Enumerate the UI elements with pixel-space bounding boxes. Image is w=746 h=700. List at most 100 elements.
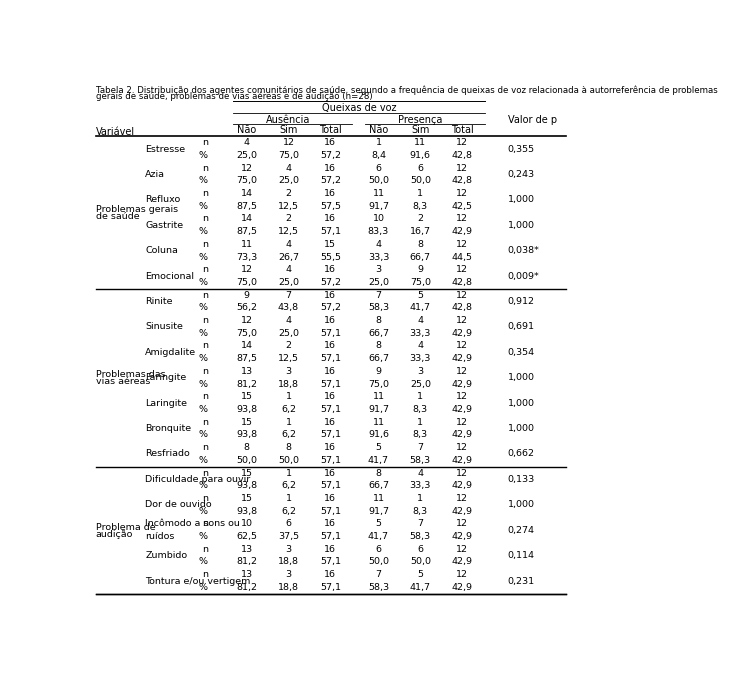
Text: 93,8: 93,8 (236, 481, 257, 490)
Text: n: n (202, 494, 208, 503)
Text: 16: 16 (325, 290, 336, 300)
Text: 6: 6 (286, 519, 292, 528)
Text: 12: 12 (456, 468, 468, 477)
Text: 18,8: 18,8 (278, 379, 299, 389)
Text: 41,7: 41,7 (368, 456, 389, 465)
Text: 55,5: 55,5 (320, 253, 341, 262)
Text: 6,2: 6,2 (281, 507, 296, 516)
Text: n: n (202, 316, 208, 325)
Text: 4: 4 (286, 265, 292, 274)
Text: 3: 3 (375, 265, 381, 274)
Text: 57,1: 57,1 (320, 430, 341, 440)
Text: 0,231: 0,231 (508, 577, 535, 585)
Text: 81,2: 81,2 (236, 557, 257, 566)
Text: 5: 5 (375, 519, 381, 528)
Text: Problemas gerais: Problemas gerais (95, 205, 178, 214)
Text: %: % (199, 329, 208, 338)
Text: 12: 12 (456, 214, 468, 223)
Text: Incômodo a sons ou: Incômodo a sons ou (145, 519, 240, 528)
Text: 2: 2 (286, 189, 292, 198)
Text: 16: 16 (325, 164, 336, 173)
Text: 12: 12 (456, 189, 468, 198)
Text: 50,0: 50,0 (368, 557, 389, 566)
Text: 16: 16 (325, 316, 336, 325)
Text: 33,3: 33,3 (410, 354, 431, 363)
Text: Laringite: Laringite (145, 399, 187, 407)
Text: 50,0: 50,0 (236, 456, 257, 465)
Text: 11: 11 (372, 189, 384, 198)
Text: 1,000: 1,000 (508, 500, 535, 510)
Text: 42,9: 42,9 (451, 405, 473, 414)
Text: 2: 2 (286, 214, 292, 223)
Text: 15: 15 (241, 468, 253, 477)
Text: 1: 1 (286, 418, 292, 427)
Text: 1,000: 1,000 (508, 424, 535, 433)
Text: 42,5: 42,5 (451, 202, 473, 211)
Text: %: % (199, 303, 208, 312)
Text: 6: 6 (375, 545, 381, 554)
Text: 12: 12 (456, 443, 468, 452)
Text: 13: 13 (241, 570, 253, 579)
Text: 6: 6 (375, 164, 381, 173)
Text: 18,8: 18,8 (278, 583, 299, 592)
Text: 6,2: 6,2 (281, 430, 296, 440)
Text: 25,0: 25,0 (278, 278, 299, 287)
Text: 66,7: 66,7 (368, 354, 389, 363)
Text: 1: 1 (417, 494, 423, 503)
Text: 16: 16 (325, 418, 336, 427)
Text: %: % (199, 557, 208, 566)
Text: 15: 15 (325, 240, 336, 249)
Text: 75,0: 75,0 (236, 329, 257, 338)
Text: 12: 12 (456, 240, 468, 249)
Text: 0,662: 0,662 (508, 449, 535, 459)
Text: 16: 16 (325, 214, 336, 223)
Text: n: n (202, 545, 208, 554)
Text: Azia: Azia (145, 170, 165, 179)
Text: 58,3: 58,3 (368, 303, 389, 312)
Text: 9: 9 (375, 367, 381, 376)
Text: 91,6: 91,6 (368, 430, 389, 440)
Text: 1: 1 (417, 418, 423, 427)
Text: n: n (202, 443, 208, 452)
Text: 57,1: 57,1 (320, 557, 341, 566)
Text: 42,9: 42,9 (451, 430, 473, 440)
Text: %: % (199, 354, 208, 363)
Text: 1: 1 (286, 468, 292, 477)
Text: 10: 10 (241, 519, 253, 528)
Text: 4: 4 (375, 240, 381, 249)
Text: 50,0: 50,0 (410, 176, 430, 186)
Text: %: % (199, 405, 208, 414)
Text: 42,8: 42,8 (451, 151, 473, 160)
Text: Valor de p: Valor de p (508, 116, 557, 125)
Text: 12: 12 (283, 138, 295, 147)
Text: 8: 8 (375, 468, 381, 477)
Text: 0,912: 0,912 (508, 297, 535, 306)
Text: 4: 4 (244, 138, 250, 147)
Text: 7: 7 (417, 443, 423, 452)
Text: Ausência: Ausência (266, 116, 311, 125)
Text: 13: 13 (241, 367, 253, 376)
Text: 12: 12 (456, 138, 468, 147)
Text: 11: 11 (372, 418, 384, 427)
Text: 16: 16 (325, 494, 336, 503)
Text: 42,8: 42,8 (451, 303, 473, 312)
Text: 11: 11 (241, 240, 253, 249)
Text: 42,9: 42,9 (451, 583, 473, 592)
Text: Sinusite: Sinusite (145, 323, 183, 331)
Text: 11: 11 (372, 392, 384, 401)
Text: 16: 16 (325, 392, 336, 401)
Text: 12: 12 (456, 570, 468, 579)
Text: 50,0: 50,0 (368, 176, 389, 186)
Text: 3: 3 (417, 367, 424, 376)
Text: %: % (199, 278, 208, 287)
Text: 57,1: 57,1 (320, 227, 341, 236)
Text: Rinite: Rinite (145, 297, 172, 306)
Text: 6,2: 6,2 (281, 405, 296, 414)
Text: 12: 12 (456, 342, 468, 351)
Text: 8: 8 (375, 316, 381, 325)
Text: n: n (202, 164, 208, 173)
Text: 87,5: 87,5 (236, 202, 257, 211)
Text: 50,0: 50,0 (278, 456, 299, 465)
Text: 57,1: 57,1 (320, 405, 341, 414)
Text: 16: 16 (325, 545, 336, 554)
